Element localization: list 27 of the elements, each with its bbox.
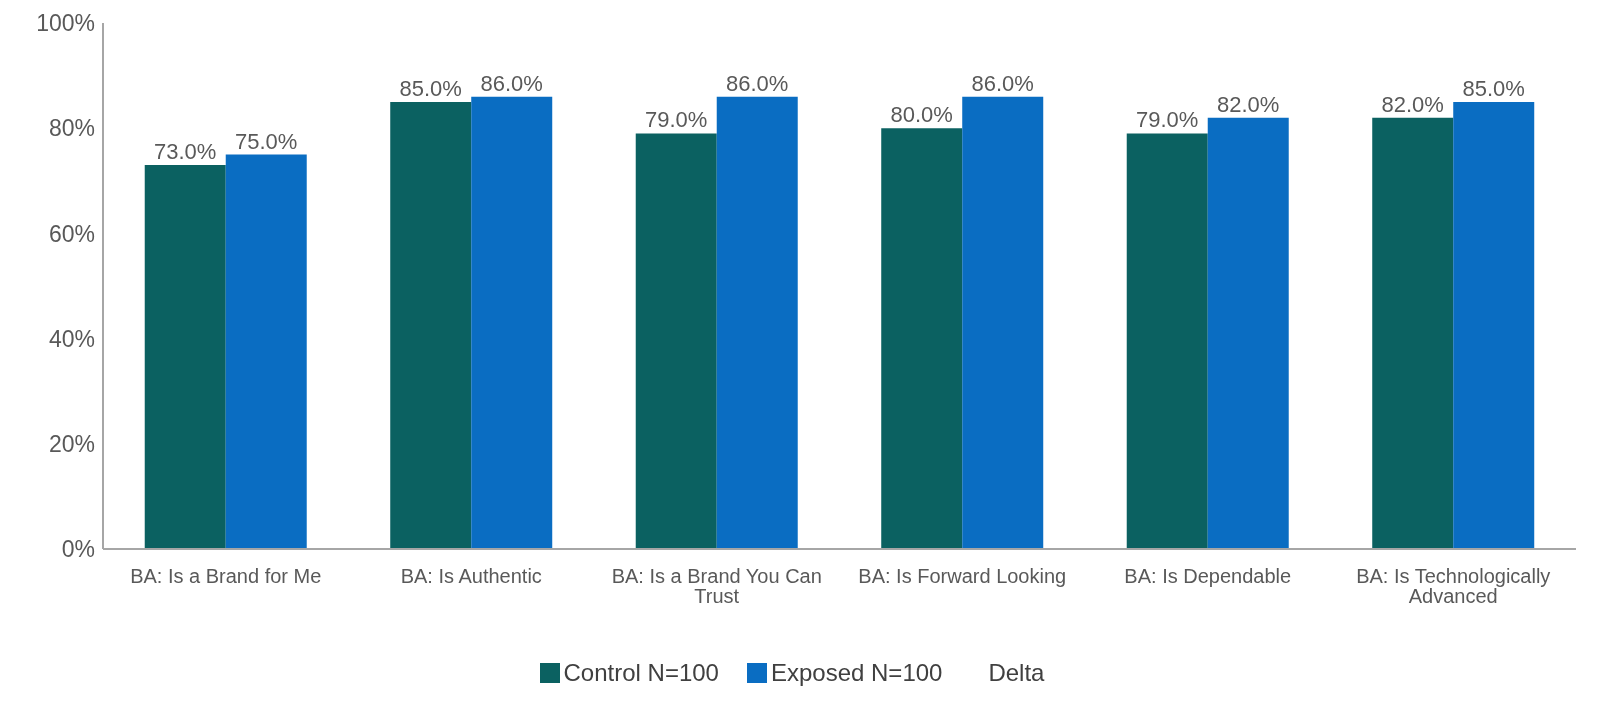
y-tick-label: 60%: [48, 220, 95, 247]
data-label: 79.0%: [645, 107, 708, 133]
y-tick-label: 80%: [48, 115, 95, 142]
x-tick-label: BA: Is a Brand for Me: [130, 565, 322, 588]
data-label: 86.0%: [726, 70, 789, 96]
x-tick-label: BA: Is Authentic: [400, 565, 542, 588]
x-tick-label: BA: Is Technologically Advanced: [1356, 565, 1551, 608]
y-tick-label: 100%: [36, 10, 95, 37]
text: Delta: [988, 659, 1045, 687]
y-tick-label: 20%: [48, 430, 95, 457]
data-label: 79.0%: [1136, 107, 1199, 133]
data-label: 85.0%: [1462, 75, 1525, 101]
x-tick-label: BA: Is Dependable: [1124, 565, 1292, 588]
y-tick-label: 0%: [61, 536, 95, 563]
x-tick-label: BA: Is Forward Looking: [858, 565, 1067, 588]
data-label: 82.0%: [1381, 91, 1444, 117]
legend-label: Control N=100: [563, 659, 719, 687]
data-label: 86.0%: [480, 70, 543, 96]
y-tick-label: 40%: [48, 325, 95, 352]
data-label: 82.0%: [1217, 91, 1280, 117]
data-label: 86.0%: [971, 70, 1034, 96]
data-label: 73.0%: [154, 139, 217, 165]
data-label: 80.0%: [890, 102, 953, 128]
data-label: 75.0%: [235, 128, 298, 154]
x-tick-label: BA: Is a Brand You Can Trust: [611, 565, 822, 608]
legend-label: Exposed N=100: [770, 659, 943, 687]
data-label: 85.0%: [399, 75, 462, 101]
